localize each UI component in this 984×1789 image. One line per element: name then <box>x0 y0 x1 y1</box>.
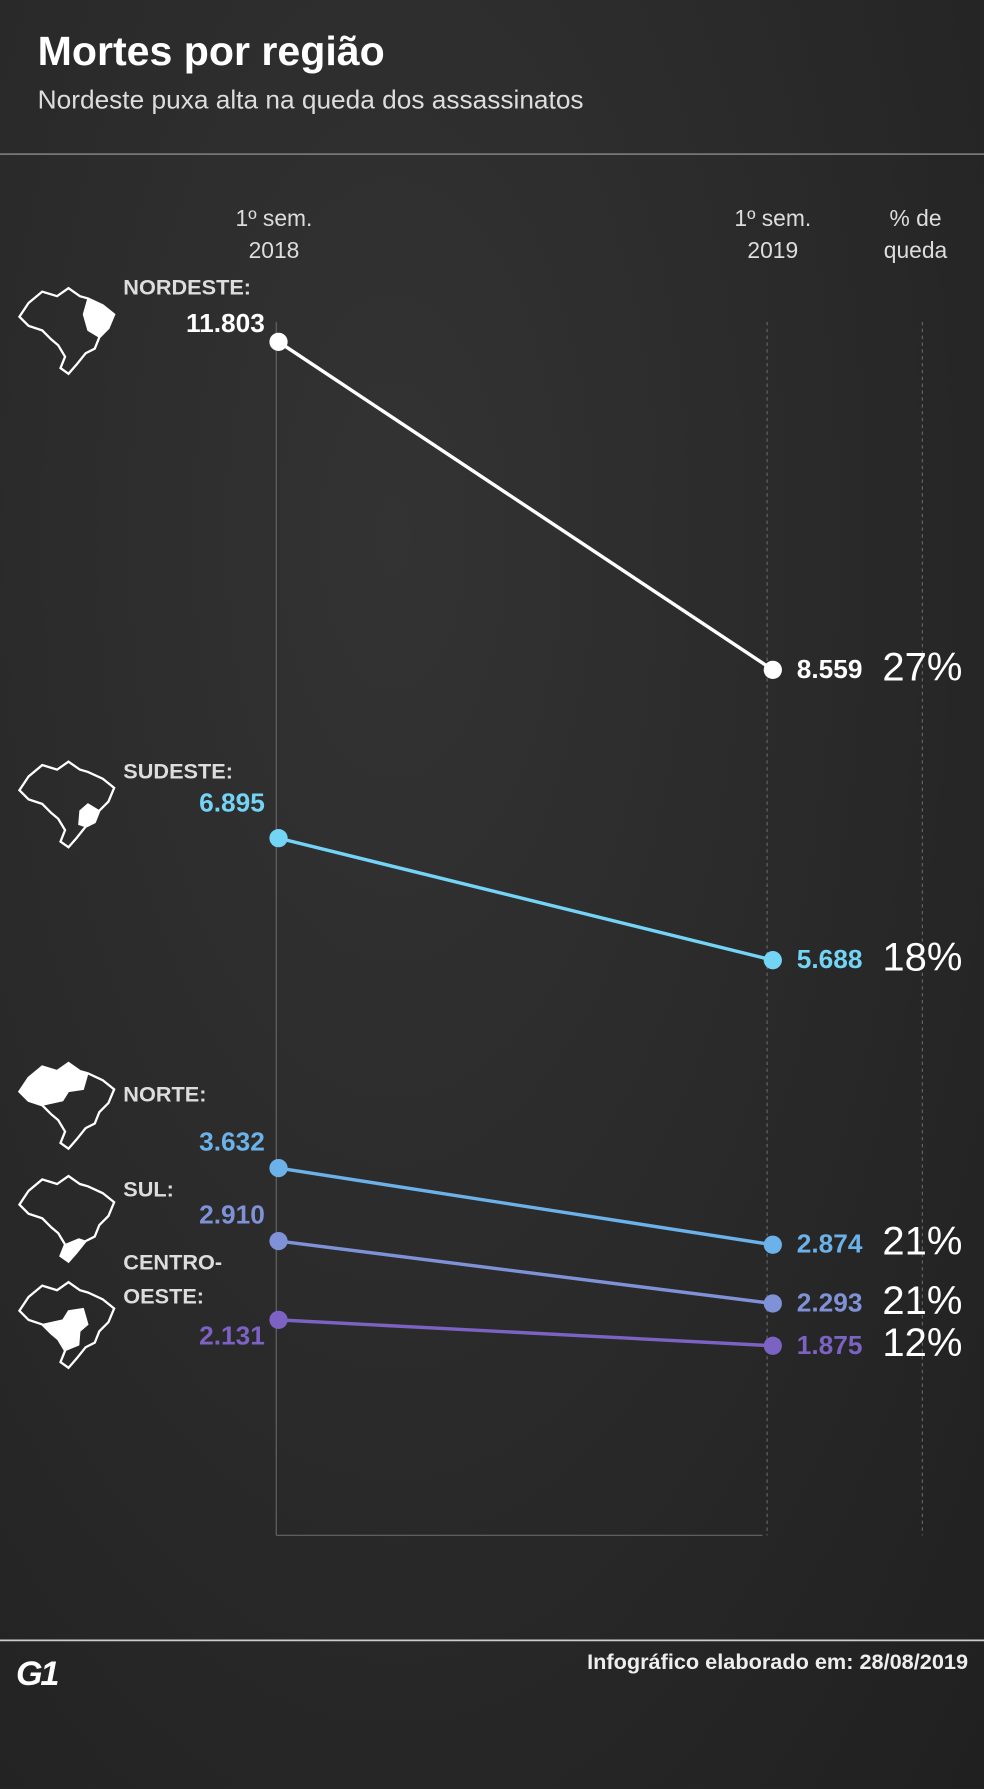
region-name: SUL: <box>123 1178 174 1203</box>
region-name: NORTE: <box>123 1083 207 1108</box>
region-map <box>17 760 116 849</box>
slope-line <box>278 1239 774 1306</box>
value-label: 8.559 <box>796 653 863 684</box>
value-label: 1.875 <box>796 1329 863 1360</box>
value-label: 2.293 <box>796 1287 863 1318</box>
map-outline <box>17 1174 116 1264</box>
source: Infográfico elaborado em: 28/08/2019 <box>587 1650 969 1675</box>
slope-line <box>278 1318 773 1348</box>
value-label: 5.688 <box>796 944 863 974</box>
map-outline <box>17 286 116 376</box>
map-highlight <box>59 1238 87 1263</box>
point <box>763 1235 782 1254</box>
slope-line <box>277 340 774 672</box>
value-label: 2.131 <box>199 1321 265 1351</box>
drop-label: 21% <box>882 1219 963 1265</box>
map-highlight <box>82 297 115 338</box>
region-name: CENTRO-OESTE: <box>123 1251 223 1310</box>
logo: G1 <box>15 1655 59 1693</box>
point <box>269 828 288 848</box>
map-highlight <box>41 1307 89 1352</box>
column-header: 1º sem. 2019 <box>734 206 812 264</box>
value-label: 2.910 <box>199 1199 265 1230</box>
value-label: 11.803 <box>185 308 265 339</box>
drop-label: 27% <box>882 644 963 690</box>
drop-header: % de queda <box>883 206 948 264</box>
region-map <box>17 1280 116 1370</box>
map-outline <box>17 760 116 849</box>
slope-line <box>278 1166 774 1247</box>
drop-label: 12% <box>882 1320 963 1366</box>
map-highlight <box>18 1062 89 1106</box>
drop-label: 21% <box>882 1278 963 1323</box>
map-highlight <box>78 803 101 828</box>
point <box>269 1310 288 1330</box>
region-map <box>17 1061 116 1151</box>
drop-label: 18% <box>882 935 963 980</box>
column-header: 1º sem. 2018 <box>235 206 313 264</box>
chart-title: Mortes por região <box>37 27 385 75</box>
slope-line <box>278 836 774 962</box>
point <box>763 1294 782 1313</box>
point <box>269 1158 288 1178</box>
value-label: 3.632 <box>199 1126 265 1157</box>
chart-subtitle: Nordeste puxa alta na queda dos assassin… <box>37 84 584 115</box>
region-map <box>17 1174 116 1264</box>
point <box>763 660 782 679</box>
region-name: NORDESTE: <box>123 276 252 301</box>
point <box>269 1231 288 1251</box>
region-map <box>17 286 116 376</box>
region-name: SUDESTE: <box>123 760 233 785</box>
point <box>763 951 782 970</box>
point <box>269 332 288 351</box>
value-label: 2.874 <box>796 1228 863 1259</box>
value-label: 6.895 <box>199 787 265 818</box>
point <box>763 1336 782 1355</box>
